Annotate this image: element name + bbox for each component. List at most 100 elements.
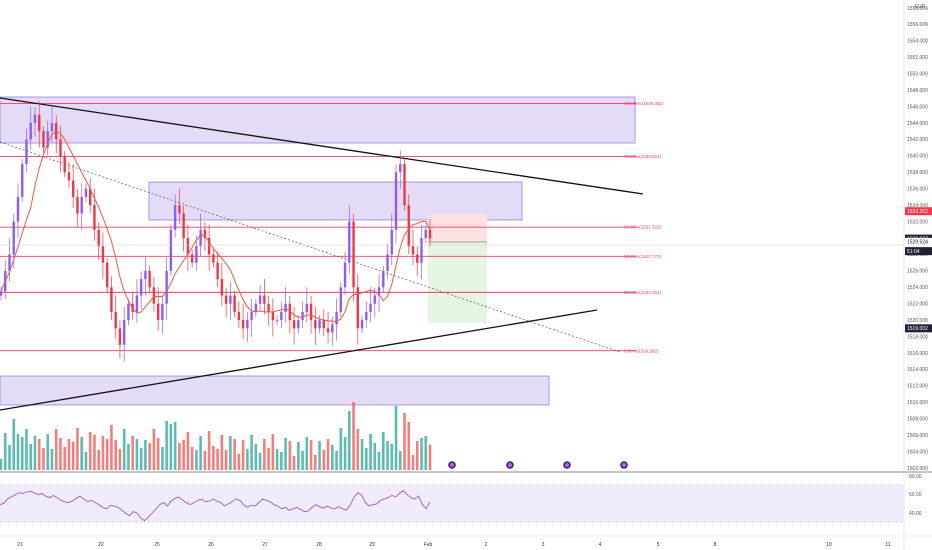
candle-body — [161, 303, 164, 321]
candle-body — [258, 295, 262, 304]
volume-bar — [199, 436, 202, 470]
ascending-trendline[interactable] — [0, 309, 598, 411]
volume-bar — [390, 444, 394, 470]
volume-bar — [105, 439, 109, 470]
fib-retracement[interactable]: 100.00%(1546.362) 78.60%(1539.924) 50.00%(… — [0, 101, 664, 353]
date-axis[interactable]: 21 22 25 26 27 28 29 Feb 2 3 4 5 8 10 11 — [17, 542, 891, 548]
candle-body — [309, 303, 313, 321]
volume-bar — [394, 406, 398, 470]
trend-lines[interactable] — [0, 97, 644, 411]
event-markers — [447, 460, 629, 470]
volume-bar — [420, 438, 423, 470]
zone-top[interactable] — [0, 96, 636, 144]
price-tick: 1526.000 — [907, 269, 928, 275]
volume-bar — [398, 451, 402, 470]
dotted-trendline[interactable] — [0, 141, 621, 353]
volume-bar — [207, 431, 211, 470]
event-marker-dot — [622, 463, 626, 467]
candle-body — [237, 311, 241, 321]
take-profit-zone[interactable] — [428, 242, 487, 323]
volume-bar — [20, 437, 24, 470]
volume-bar — [169, 424, 173, 470]
currency-label: EUR — [915, 4, 926, 10]
candle-body — [21, 164, 24, 197]
long-position-tool[interactable] — [428, 214, 487, 323]
volume-bar — [122, 429, 126, 470]
event-marker-dot — [450, 463, 454, 467]
date-tick: 29 — [369, 542, 375, 548]
price-axis[interactable]: EUR 1558.000 1556.000 1554.000 1552.000 1550… — [903, 0, 932, 550]
candle-body — [331, 324, 334, 333]
volume-bar — [424, 436, 428, 470]
candle-body — [263, 295, 266, 304]
volume-bar — [305, 437, 309, 470]
rsi-line — [0, 489, 431, 522]
price-tick: 1508.000 — [907, 417, 928, 423]
volume-bar — [271, 434, 275, 470]
price-tick: 1532.000 — [907, 219, 928, 225]
candle-body — [63, 155, 66, 173]
date-tick: 21 — [17, 542, 23, 548]
candle-body — [352, 221, 355, 288]
price-tick: 1514.000 — [907, 367, 928, 373]
volume-bar — [67, 439, 71, 470]
volume-bar — [377, 452, 381, 470]
candle-body — [216, 262, 219, 280]
volume-bar — [364, 448, 368, 470]
candle-body — [148, 270, 151, 288]
volume-bar — [224, 450, 228, 470]
price-tick: 1546.000 — [907, 104, 928, 110]
volume-bar — [178, 443, 181, 470]
stop-loss-zone[interactable] — [428, 214, 487, 242]
candle-body — [50, 123, 54, 132]
date-tick: 25 — [154, 542, 160, 548]
descending-trendline[interactable] — [0, 97, 644, 195]
volume-bar — [33, 436, 37, 470]
volume-bar — [54, 429, 58, 470]
candle-body — [275, 320, 279, 321]
price-tick: 1552.000 — [907, 55, 928, 61]
candle-body — [12, 221, 15, 255]
candle-body — [250, 311, 253, 321]
candle-body — [382, 270, 385, 288]
price-tag-label: 1519.002 — [907, 326, 928, 332]
candle-body — [152, 287, 156, 304]
volume-bar — [29, 444, 33, 470]
candle-body — [373, 295, 376, 304]
price-tag-label: 51:04 — [907, 249, 920, 255]
volume-bar — [12, 419, 16, 470]
volume-bar — [46, 434, 50, 470]
candle-body — [233, 295, 236, 312]
candle-body — [322, 320, 326, 329]
volume-bar — [37, 439, 41, 470]
candle-body — [101, 246, 105, 263]
volume-bar — [190, 447, 194, 470]
price-tick: 1502.000 — [907, 466, 928, 472]
candles — [0, 101, 432, 362]
zone-mid[interactable] — [148, 181, 523, 221]
rsi-band — [0, 485, 904, 522]
moving-average-line[interactable] — [0, 130, 431, 322]
fib-level-label: 0.00%(1516.282) — [624, 348, 659, 353]
price-tag — [905, 324, 932, 333]
fib-level-label: 50.00%(1531.322) — [624, 225, 662, 230]
volume-bar — [165, 421, 168, 470]
candle-body — [394, 172, 398, 230]
volume-bar — [93, 435, 96, 470]
price-tag — [905, 207, 932, 216]
candle-body — [42, 131, 45, 148]
volume-bar — [386, 441, 389, 470]
candle-body — [229, 295, 232, 304]
candle-body — [386, 254, 389, 271]
volume-bar — [241, 440, 245, 470]
candle-body — [335, 311, 338, 325]
volume-bar — [88, 432, 92, 470]
candle-body — [0, 291, 3, 296]
price-tick: 1510.000 — [907, 400, 928, 406]
fib-level-label: 38.20%(1527.772) — [624, 254, 662, 259]
candle-body — [25, 139, 28, 165]
volume-bar — [127, 444, 130, 470]
volume-bar — [403, 413, 406, 470]
zone-bottom[interactable] — [0, 375, 550, 406]
